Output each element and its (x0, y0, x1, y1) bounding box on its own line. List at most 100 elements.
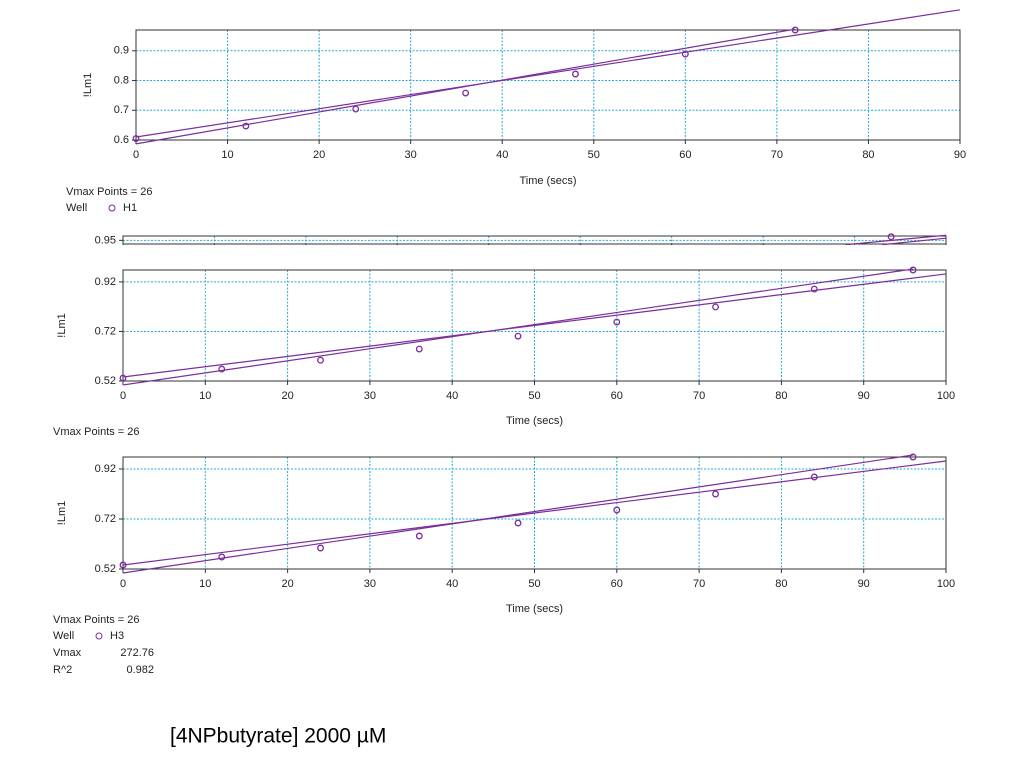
data-point (712, 490, 720, 498)
y-tick-label: 0.52 (95, 563, 116, 575)
fit-line (135, 9, 961, 138)
data-point (242, 122, 250, 130)
data-point (415, 345, 423, 353)
data-point (887, 233, 895, 241)
y-tick-label: 0.92 (95, 276, 116, 288)
y-tick-label: 0.9 (114, 45, 129, 57)
legend-marker (95, 632, 103, 640)
x-tick-label: 0 (120, 390, 126, 402)
data-point (132, 135, 140, 142)
y-axis-label: !Lm1 (82, 73, 94, 97)
vmax-value: 272.76 (120, 647, 154, 659)
caption: [4NPbutyrate] 2000 µM (170, 725, 386, 748)
fit-line (845, 234, 947, 246)
x-tick-label: 0 (133, 149, 139, 161)
x-axis-label: Time (secs) (506, 415, 563, 427)
fit-line (881, 237, 947, 246)
x-tick-label: 80 (775, 578, 787, 590)
legend-label: H1 (123, 202, 137, 214)
well-label: Well (53, 630, 74, 642)
y-tick-label: 0.92 (95, 463, 116, 475)
x-tick-label: 60 (611, 578, 623, 590)
y-tick-label: 0.7 (114, 104, 129, 116)
x-tick-label: 40 (446, 390, 458, 402)
r2-label: R^2 (53, 664, 72, 676)
x-tick-label: 10 (199, 390, 211, 402)
y-axis-label: !Lm1 (56, 313, 68, 337)
vmax-points: Vmax Points = 26 (53, 614, 140, 626)
x-tick-label: 20 (313, 149, 325, 161)
fit-line (122, 268, 914, 386)
x-tick-label: 50 (528, 578, 540, 590)
data-point (218, 365, 226, 373)
x-tick-label: 30 (364, 390, 376, 402)
x-tick-label: 20 (281, 578, 293, 590)
data-point (613, 318, 621, 326)
legend-marker (108, 204, 116, 212)
data-point (218, 553, 226, 561)
x-tick-label: 90 (954, 149, 966, 161)
data-point (317, 544, 324, 552)
x-tick-label: 80 (775, 390, 787, 402)
data-point (352, 105, 360, 113)
y-tick-label: 0.95 (95, 234, 116, 246)
data-point (613, 506, 621, 514)
plot-border (122, 235, 947, 245)
vmax-points: Vmax Points = 26 (53, 426, 140, 438)
fit-line (122, 454, 914, 574)
plot-border (135, 29, 961, 141)
x-tick-label: 60 (679, 149, 691, 161)
fit-line (122, 460, 947, 566)
x-tick-label: 70 (693, 578, 705, 590)
data-point (119, 374, 127, 382)
data-point (317, 356, 324, 364)
x-tick-label: 100 (937, 578, 955, 590)
panel (0, 245, 1024, 435)
data-point (572, 70, 579, 78)
x-tick-label: 10 (221, 149, 233, 161)
plot-border (122, 269, 947, 382)
x-tick-label: 30 (405, 149, 417, 161)
x-axis-label: Time (secs) (506, 603, 563, 615)
data-point (462, 89, 470, 97)
y-tick-label: 0.72 (95, 513, 116, 525)
x-tick-label: 90 (858, 578, 870, 590)
fit-line (122, 273, 947, 378)
x-tick-label: 10 (199, 578, 211, 590)
vmax-label: Vmax (53, 647, 82, 659)
x-tick-label: 0 (120, 578, 126, 590)
data-point (415, 532, 423, 540)
x-tick-label: 70 (693, 390, 705, 402)
vmax-points: Vmax Points = 26 (66, 186, 153, 198)
plot-border (122, 456, 947, 570)
y-tick-label: 0.6 (114, 134, 129, 146)
data-point (712, 303, 720, 311)
x-tick-label: 70 (771, 149, 783, 161)
x-tick-label: 60 (611, 390, 623, 402)
y-tick-label: 0.72 (95, 325, 116, 337)
x-tick-label: 50 (588, 149, 600, 161)
x-tick-label: 100 (937, 390, 955, 402)
x-tick-label: 50 (528, 390, 540, 402)
y-axis-label: !Lm1 (56, 501, 68, 525)
y-tick-label: 0.52 (95, 375, 116, 387)
panel (0, 435, 1024, 615)
fit-line (135, 28, 796, 145)
data-point (681, 50, 689, 58)
x-tick-label: 30 (364, 578, 376, 590)
data-point (909, 453, 917, 461)
x-tick-label: 90 (858, 390, 870, 402)
r2-value: 0.982 (126, 664, 154, 676)
data-point (810, 285, 818, 293)
x-tick-label: 40 (496, 149, 508, 161)
x-tick-label: 40 (446, 578, 458, 590)
well-label: Well (66, 202, 87, 214)
data-point (514, 519, 522, 527)
x-tick-label: 80 (862, 149, 874, 161)
data-point (514, 332, 522, 340)
legend-label: H3 (110, 630, 124, 642)
x-axis-label: Time (secs) (519, 175, 576, 187)
x-tick-label: 20 (281, 390, 293, 402)
